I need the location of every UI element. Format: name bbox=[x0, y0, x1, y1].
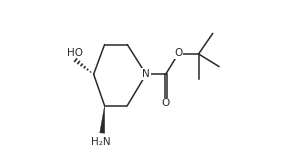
Text: O: O bbox=[161, 98, 170, 108]
Polygon shape bbox=[100, 106, 105, 133]
Text: H₂N: H₂N bbox=[91, 137, 110, 147]
Text: N: N bbox=[142, 69, 150, 79]
Text: HO: HO bbox=[67, 48, 83, 58]
Text: O: O bbox=[174, 48, 183, 58]
